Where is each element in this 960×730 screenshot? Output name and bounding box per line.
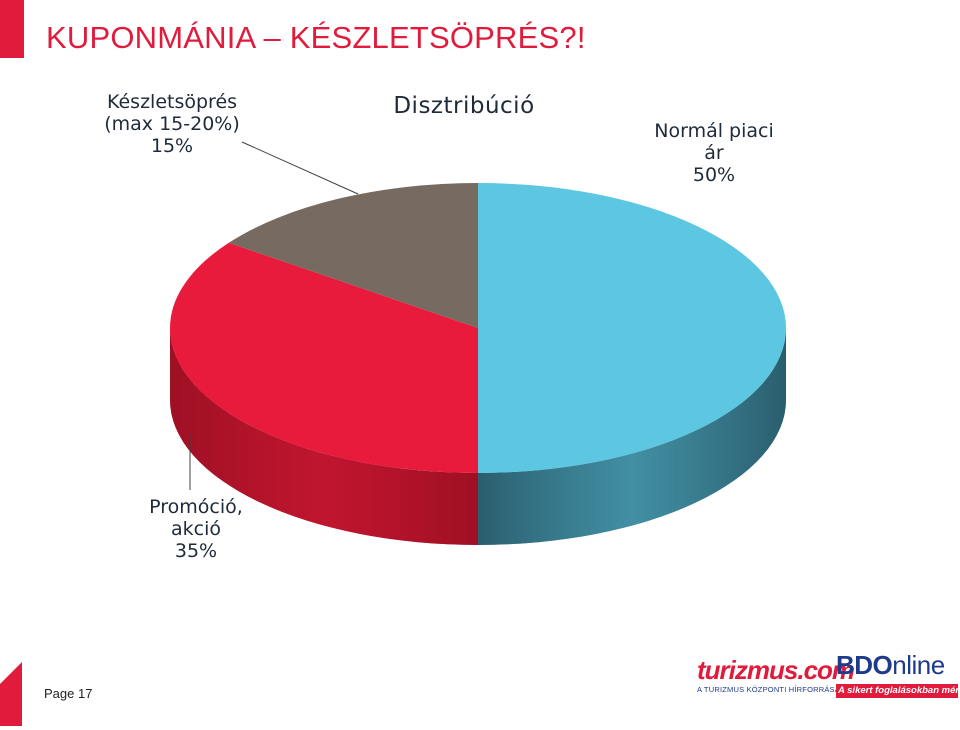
- slide-title: KUPONMÁNIA – KÉSZLETSÖPRÉS?!: [46, 20, 586, 55]
- slice-label-1-line-1: akció: [171, 518, 221, 540]
- slice-label-2-line-1: (max 15-20%): [104, 113, 240, 135]
- slice-labels: Normál piaci ár 50% Promóció, akció 35% Készle…: [104, 91, 774, 562]
- slice-label-2-line-2: 15%: [151, 135, 193, 157]
- bdo-wordmark-online: nline: [892, 650, 945, 680]
- slice-label-1-line-0: Promóció,: [149, 496, 243, 518]
- slice-label-1-line-2: 35%: [175, 540, 217, 562]
- pie-side-shade-1: [170, 328, 478, 545]
- pie-slice-1: [169, 242, 478, 473]
- pie-slice-0: [478, 183, 786, 473]
- slice-label-0: Normál piaci ár 50%: [654, 120, 774, 186]
- pie-slice-2: [228, 183, 478, 328]
- slice-label-0-line-1: ár: [704, 142, 724, 164]
- turizmus-tagline: A TURIZMUS KÖZPONTI HÍRFORRÁSA: [697, 685, 840, 694]
- bdo-online-logo: BDOnline A sikert foglalásokban mérjük..…: [836, 650, 960, 700]
- turizmus-wordmark: turizmus.com: [697, 655, 855, 685]
- leader-line-2: [241, 141, 359, 195]
- slice-label-1: Promóció, akció 35%: [149, 496, 243, 562]
- slice-label-2-line-0: Készletsöprés: [107, 91, 237, 113]
- leader-lines: [189, 141, 359, 490]
- chart-title: Disztribúció: [393, 93, 534, 119]
- slice-label-2: Készletsöprés (max 15-20%) 15%: [104, 91, 240, 157]
- title-accent-bar: [0, 0, 24, 58]
- page-number: Page 17: [44, 686, 93, 701]
- pie-side-shade-0: [478, 328, 786, 545]
- bdo-tagline: A sikert foglalásokban mérjük...: [836, 684, 960, 698]
- bdo-wordmark: BDOnline: [836, 650, 958, 680]
- bdo-wordmark-bdo: BDO: [836, 650, 893, 680]
- pie-slices: [169, 183, 786, 545]
- footer-accent-shape: [0, 662, 24, 726]
- slice-label-0-line-0: Normál piaci: [654, 120, 774, 142]
- turizmus-logo: turizmus.com A TURIZMUS KÖZPONTI HÍRFORR…: [697, 655, 855, 700]
- slice-label-0-line-2: 50%: [693, 164, 735, 186]
